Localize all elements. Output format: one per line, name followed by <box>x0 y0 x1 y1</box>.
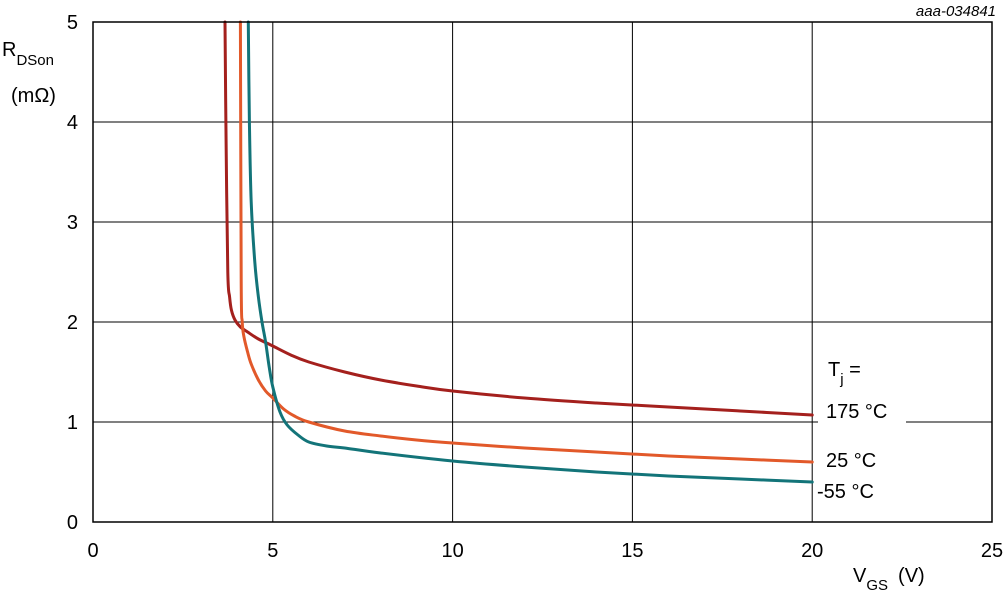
series-line-175c <box>223 20 814 417</box>
y-axis-label-main: R <box>2 39 16 61</box>
x-axis-label-main: V <box>853 565 867 587</box>
series-labels: 175 °C 25 °C -55 °C <box>817 401 887 503</box>
y-tick-label: 4 <box>67 112 78 134</box>
y-tick-label: 2 <box>67 312 78 334</box>
legend-title-sub: j <box>839 371 843 388</box>
legend-title-main: T <box>828 359 840 381</box>
x-tick-label: 25 <box>981 540 1003 562</box>
y-tick-label: 5 <box>67 12 78 34</box>
y-tick-label: 1 <box>67 412 78 434</box>
x-tick-labels: 0 5 10 15 20 25 <box>87 540 1003 562</box>
series-line-55c <box>246 20 814 484</box>
x-axis-label-unit: (V) <box>898 565 925 587</box>
y-tick-labels: 0 1 2 3 4 5 <box>67 12 78 534</box>
y-tick-label: 0 <box>67 512 78 534</box>
y-tick-label: 3 <box>67 212 78 234</box>
x-tick-label: 10 <box>441 540 463 562</box>
y-axis-unit: (mΩ) <box>11 85 56 107</box>
x-tick-label: 5 <box>267 540 278 562</box>
series-label: 175 °C <box>826 401 887 423</box>
series-label: 25 °C <box>826 450 876 472</box>
legend-title: Tj = <box>828 359 861 388</box>
y-axis-label: RDSon <box>2 39 54 69</box>
y-axis-label-sub: DSon <box>16 52 54 69</box>
x-tick-label: 0 <box>87 540 98 562</box>
series-label: -55 °C <box>817 481 874 503</box>
x-axis-label-sub: GS <box>866 577 888 594</box>
x-tick-label: 20 <box>801 540 823 562</box>
series-line-25c <box>238 20 814 464</box>
plot-frame <box>92 21 993 523</box>
series-lines <box>223 20 814 484</box>
figure-code: aaa-034841 <box>916 3 996 20</box>
x-axis-label: VGS (V) <box>853 565 925 594</box>
x-tick-label: 15 <box>621 540 643 562</box>
legend-title-suffix: = <box>844 359 861 381</box>
